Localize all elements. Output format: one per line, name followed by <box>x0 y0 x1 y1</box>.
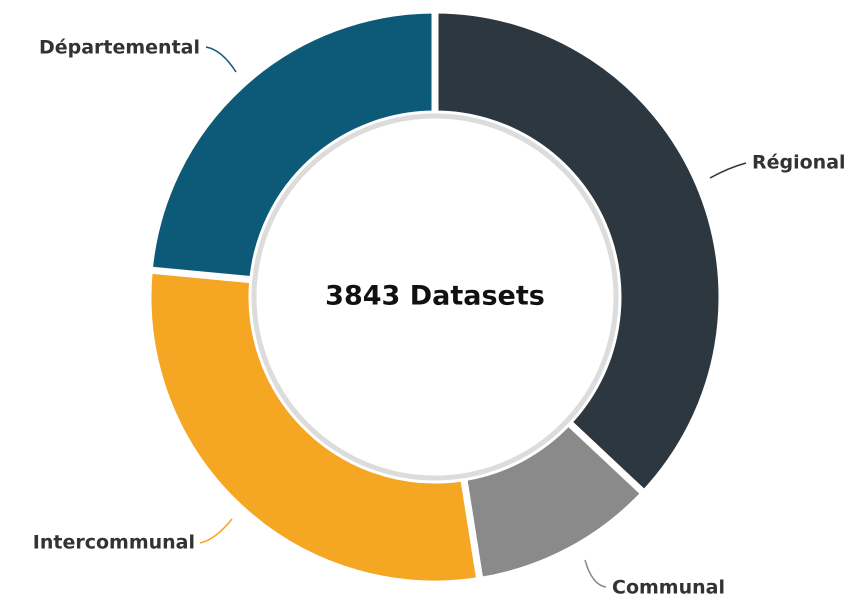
segment-label: Régional <box>752 152 846 174</box>
segment-label: Communal <box>612 577 725 599</box>
leader-line <box>709 162 747 179</box>
segment-label: Intercommunal <box>33 532 195 554</box>
leader-line <box>205 46 237 73</box>
leader-line <box>199 518 233 544</box>
center-label: 3843 Datasets <box>325 281 545 312</box>
inner-ring <box>251 113 619 481</box>
segment-label: Départemental <box>39 37 200 59</box>
donut-segment <box>431 6 726 499</box>
donut-segment <box>144 266 484 588</box>
leader-line <box>584 559 607 588</box>
